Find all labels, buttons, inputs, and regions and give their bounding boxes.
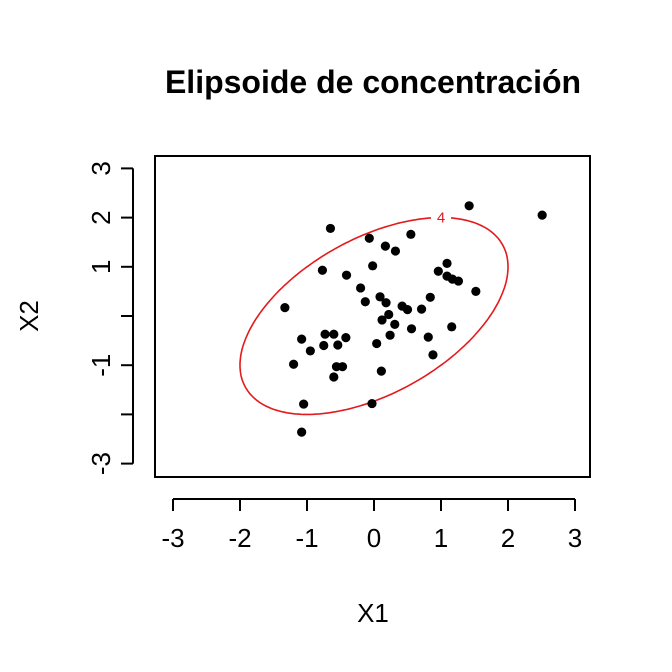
data-point	[381, 298, 391, 308]
y-tick-label: 2	[86, 210, 116, 224]
x-tick-label: -2	[228, 523, 251, 553]
data-point	[402, 305, 413, 315]
data-point	[319, 340, 329, 351]
data-point	[442, 258, 452, 268]
y-tick-label: -1	[86, 354, 116, 377]
contour-label-background	[431, 207, 451, 226]
data-point	[280, 303, 290, 313]
y-tick-label: -3	[86, 452, 116, 475]
data-point	[380, 241, 390, 251]
data-point	[329, 372, 339, 382]
data-point	[464, 201, 474, 211]
data-point	[367, 398, 377, 409]
data-point	[372, 338, 382, 349]
data-point	[537, 210, 547, 220]
x-tick-label: -1	[295, 523, 318, 553]
data-point	[368, 261, 378, 271]
chart-title: Elipsoide de concentración	[165, 64, 581, 100]
contour-level-label: 4	[437, 210, 445, 227]
y-axis-label: X2	[14, 300, 44, 332]
data-point	[384, 309, 394, 320]
data-point	[433, 266, 443, 276]
data-point	[390, 246, 401, 256]
data-point	[297, 334, 307, 344]
data-point	[360, 297, 370, 307]
data-point	[385, 330, 395, 340]
data-point	[423, 332, 433, 342]
data-point	[447, 322, 457, 332]
y-tick-label: 1	[86, 260, 116, 274]
data-point	[305, 346, 315, 356]
plot-box	[154, 155, 591, 478]
data-point	[453, 276, 464, 286]
x-axis-label: X1	[357, 598, 389, 628]
data-point	[333, 340, 343, 350]
x-tick-label: -3	[161, 523, 184, 553]
data-point	[325, 223, 336, 234]
data-point	[377, 315, 387, 325]
data-point	[471, 286, 481, 296]
data-point	[390, 319, 400, 329]
x-tick-label: 3	[568, 523, 582, 553]
data-point	[341, 270, 352, 280]
data-point	[320, 329, 330, 339]
data-point	[428, 350, 438, 360]
y-axis: -3 -1 1 2 3	[86, 161, 134, 475]
data-point	[337, 362, 348, 372]
data-point	[376, 366, 386, 376]
data-point	[364, 233, 374, 243]
data-point	[375, 292, 385, 302]
data-point	[416, 304, 427, 314]
x-axis: -3 -2 -1 0 1 2 3	[161, 498, 582, 553]
data-point	[406, 229, 416, 239]
data-point	[341, 333, 351, 343]
data-point	[356, 283, 366, 293]
data-point	[297, 427, 307, 437]
data-points	[280, 201, 547, 437]
data-point	[289, 359, 299, 369]
data-point	[406, 324, 417, 334]
y-tick-label: 3	[86, 161, 116, 175]
concentration-ellipse-layer: 4	[239, 207, 509, 416]
data-point	[425, 292, 435, 302]
x-tick-label: 0	[367, 523, 381, 553]
data-point	[317, 265, 328, 275]
data-point	[299, 399, 309, 409]
x-tick-label: 2	[501, 523, 515, 553]
x-tick-label: 1	[434, 523, 448, 553]
data-point	[329, 329, 339, 339]
concentration-ellipse	[239, 216, 509, 416]
